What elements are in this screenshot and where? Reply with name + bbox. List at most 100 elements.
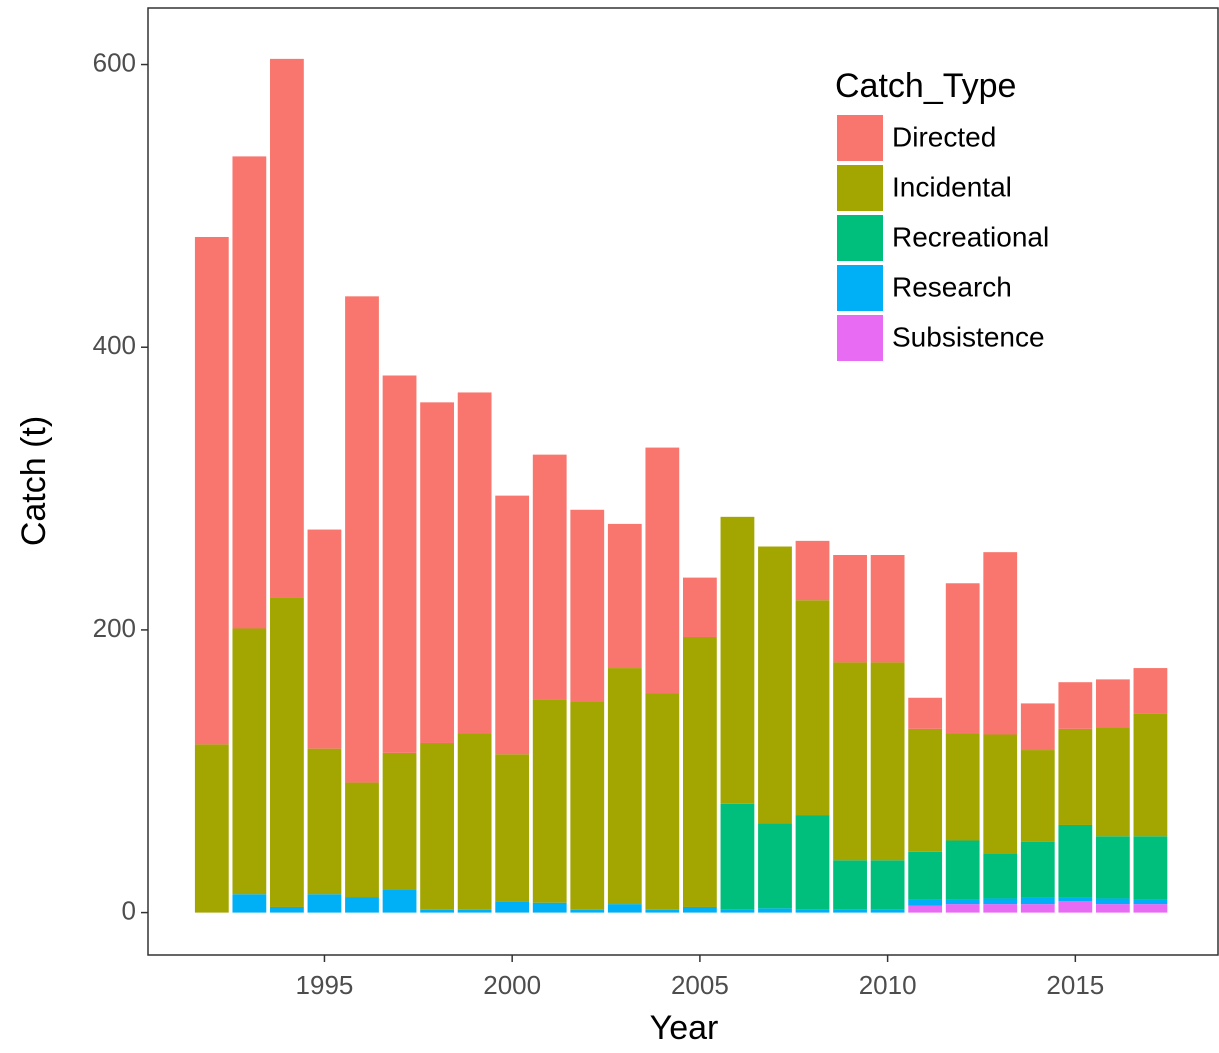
legend-label: Directed bbox=[892, 121, 996, 152]
bar-segment bbox=[983, 853, 1018, 899]
bar-segment bbox=[908, 905, 943, 913]
bar-segment bbox=[345, 296, 379, 783]
bar-segment bbox=[945, 840, 980, 900]
bar-segment bbox=[1095, 727, 1130, 837]
bar-segment bbox=[457, 392, 492, 734]
bar-segment bbox=[607, 523, 642, 669]
bar-segment bbox=[870, 554, 905, 663]
bar-segment bbox=[1133, 836, 1168, 900]
bar-segment bbox=[420, 402, 454, 743]
bar-segment bbox=[570, 909, 605, 913]
x-tick-label: 2010 bbox=[859, 970, 917, 1000]
legend-key bbox=[837, 315, 883, 361]
bar-segment bbox=[532, 454, 567, 700]
legend-key bbox=[837, 215, 883, 261]
bar-segment bbox=[795, 909, 830, 913]
bar-segment bbox=[420, 909, 454, 913]
x-axis-label: Year bbox=[650, 1009, 719, 1047]
bar-segment bbox=[870, 662, 905, 861]
bar-segment bbox=[382, 889, 417, 913]
legend-key bbox=[837, 165, 883, 211]
bar-segment bbox=[945, 904, 980, 913]
bar-segment bbox=[495, 901, 530, 913]
bar-segment bbox=[345, 897, 379, 913]
bar-segment bbox=[270, 906, 304, 913]
bar-segment bbox=[1133, 668, 1168, 714]
bar-segment bbox=[833, 909, 867, 913]
legend-label: Subsistence bbox=[892, 321, 1045, 352]
x-tick-label: 2000 bbox=[483, 970, 541, 1000]
legend-title: Catch_Type bbox=[835, 67, 1016, 105]
bar-segment bbox=[683, 906, 717, 913]
bar-segment bbox=[1133, 904, 1168, 913]
bar-segment bbox=[270, 58, 304, 598]
bar-segment bbox=[307, 748, 342, 895]
bar-segment bbox=[420, 742, 454, 910]
bar-segment bbox=[758, 823, 792, 909]
bar-segment bbox=[908, 851, 943, 900]
bar-segment bbox=[495, 754, 530, 902]
bar-segment bbox=[720, 803, 755, 910]
bar-segment bbox=[645, 909, 680, 913]
bar-segment bbox=[232, 894, 267, 913]
y-tick-label: 400 bbox=[93, 330, 136, 360]
bar-segment bbox=[1020, 897, 1055, 905]
bar-segment bbox=[833, 662, 867, 861]
bar-segment bbox=[1058, 901, 1093, 913]
bar-segment bbox=[382, 375, 417, 753]
legend-label: Research bbox=[892, 271, 1012, 302]
bar-segment bbox=[570, 701, 605, 910]
bar-segment bbox=[1095, 904, 1130, 913]
bar-segment bbox=[795, 815, 830, 910]
bar-segment bbox=[1133, 899, 1168, 905]
bar-segment bbox=[457, 733, 492, 910]
bar-segment bbox=[307, 529, 342, 749]
bar-segment bbox=[1020, 750, 1055, 842]
bar-segment bbox=[307, 894, 342, 913]
bar-segment bbox=[495, 495, 530, 755]
bar-segment bbox=[645, 447, 680, 694]
plot-border bbox=[147, 7, 1219, 956]
bar-segment bbox=[720, 516, 755, 804]
bar-segment bbox=[908, 899, 943, 906]
bar-segment bbox=[1020, 703, 1055, 751]
bar-segment bbox=[870, 909, 905, 913]
bar-segment bbox=[607, 904, 642, 913]
bar-segment bbox=[983, 552, 1018, 735]
bar-segment bbox=[870, 860, 905, 910]
bar-segment bbox=[532, 902, 567, 913]
bar-segment bbox=[983, 904, 1018, 913]
bar-segment bbox=[1095, 836, 1130, 899]
bar-segment bbox=[194, 744, 229, 913]
legend-key bbox=[837, 115, 883, 161]
x-tick-label: 2015 bbox=[1046, 970, 1104, 1000]
y-axis-label: Catch (t) bbox=[15, 416, 53, 546]
bar-segment bbox=[945, 733, 980, 841]
bar-segment bbox=[270, 597, 304, 907]
legend-key bbox=[837, 265, 883, 311]
legend-label: Recreational bbox=[892, 221, 1049, 252]
bar-segment bbox=[795, 540, 830, 601]
bar-segment bbox=[194, 236, 229, 745]
bar-segment bbox=[1020, 904, 1055, 913]
y-tick-label: 600 bbox=[93, 47, 136, 77]
bar-segment bbox=[945, 899, 980, 905]
bar-segment bbox=[945, 583, 980, 734]
legend-label: Incidental bbox=[892, 171, 1012, 202]
y-tick-label: 200 bbox=[93, 613, 136, 643]
bar-segment bbox=[1058, 897, 1093, 902]
bar-segment bbox=[1020, 841, 1055, 898]
x-tick-label: 2005 bbox=[671, 970, 729, 1000]
bar-segment bbox=[1058, 682, 1093, 729]
bar-segment bbox=[720, 909, 755, 913]
bar-segment bbox=[908, 697, 943, 729]
bar-segment bbox=[1095, 898, 1130, 905]
bar-segment bbox=[1095, 679, 1130, 728]
bar-segment bbox=[532, 699, 567, 903]
bar-segment bbox=[607, 668, 642, 905]
bar-segment bbox=[1058, 824, 1093, 898]
bar-segment bbox=[1133, 713, 1168, 837]
bar-segment bbox=[683, 577, 717, 637]
